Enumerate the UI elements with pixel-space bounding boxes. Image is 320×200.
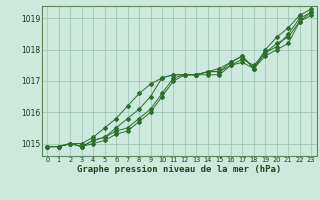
- X-axis label: Graphe pression niveau de la mer (hPa): Graphe pression niveau de la mer (hPa): [77, 165, 281, 174]
